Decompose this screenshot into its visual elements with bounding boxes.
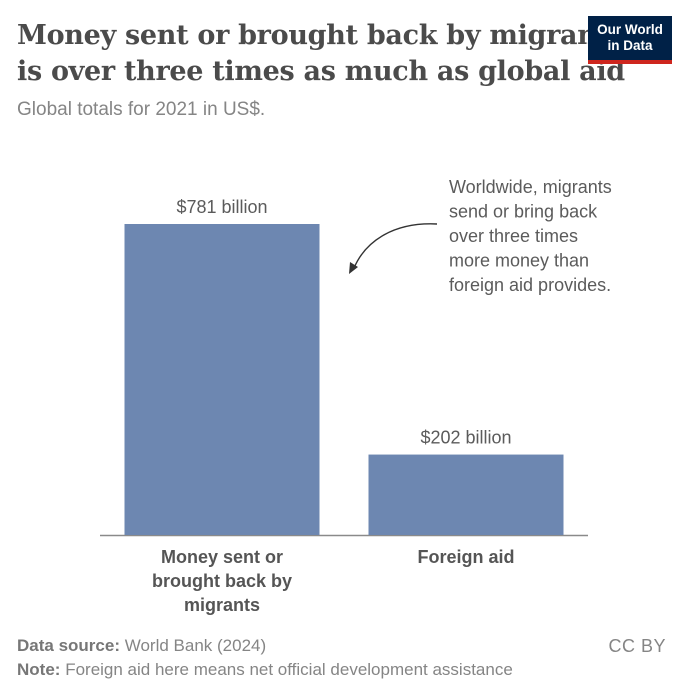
category-label-1-line-1: Money sent or xyxy=(161,547,283,567)
data-source: Data source: World Bank (2024) xyxy=(17,636,266,656)
bar-1-value-label: $781 billion xyxy=(176,197,267,217)
license-label[interactable]: CC BY xyxy=(608,636,666,656)
category-label-2-line-1: Foreign aid xyxy=(417,547,514,567)
annotation-line-5: foreign aid provides. xyxy=(449,275,611,295)
annotation-line-3: over three times xyxy=(449,226,578,246)
annotation-arrow xyxy=(353,223,438,269)
data-source-value: World Bank (2024) xyxy=(124,636,267,655)
chart-title-line-1: Money sent or brought back by migrants xyxy=(17,20,624,51)
annotation-arrowhead xyxy=(349,262,358,274)
annotation-line-4: more money than xyxy=(449,251,589,271)
data-source-label: Data source: xyxy=(17,636,120,655)
note-value: Foreign aid here means net official deve… xyxy=(65,660,513,679)
bar-2 xyxy=(368,454,564,535)
category-label-1-line-2: brought back by xyxy=(152,571,292,591)
bar-2-value-label: $202 billion xyxy=(420,428,511,448)
our-world-in-data-logo[interactable]: Our World in Data xyxy=(588,16,672,64)
chart-note: Note: Foreign aid here means net officia… xyxy=(17,660,513,680)
chart-subtitle: Global totals for 2021 in US$. xyxy=(17,99,266,120)
logo-red-bar xyxy=(588,60,672,64)
bar-1 xyxy=(124,224,320,535)
chart-title-line-2: is over three times as much as global ai… xyxy=(17,56,625,87)
note-label: Note: xyxy=(17,660,61,679)
chart-title: Money sent or brought back by migrants i… xyxy=(17,18,625,90)
annotation-line-1: Worldwide, migrants xyxy=(449,177,612,197)
logo-line-2: in Data xyxy=(607,38,653,53)
logo-line-1: Our World xyxy=(597,22,663,37)
annotation-line-2: send or bring back xyxy=(449,202,598,222)
category-label-1-line-3: migrants xyxy=(184,595,260,615)
